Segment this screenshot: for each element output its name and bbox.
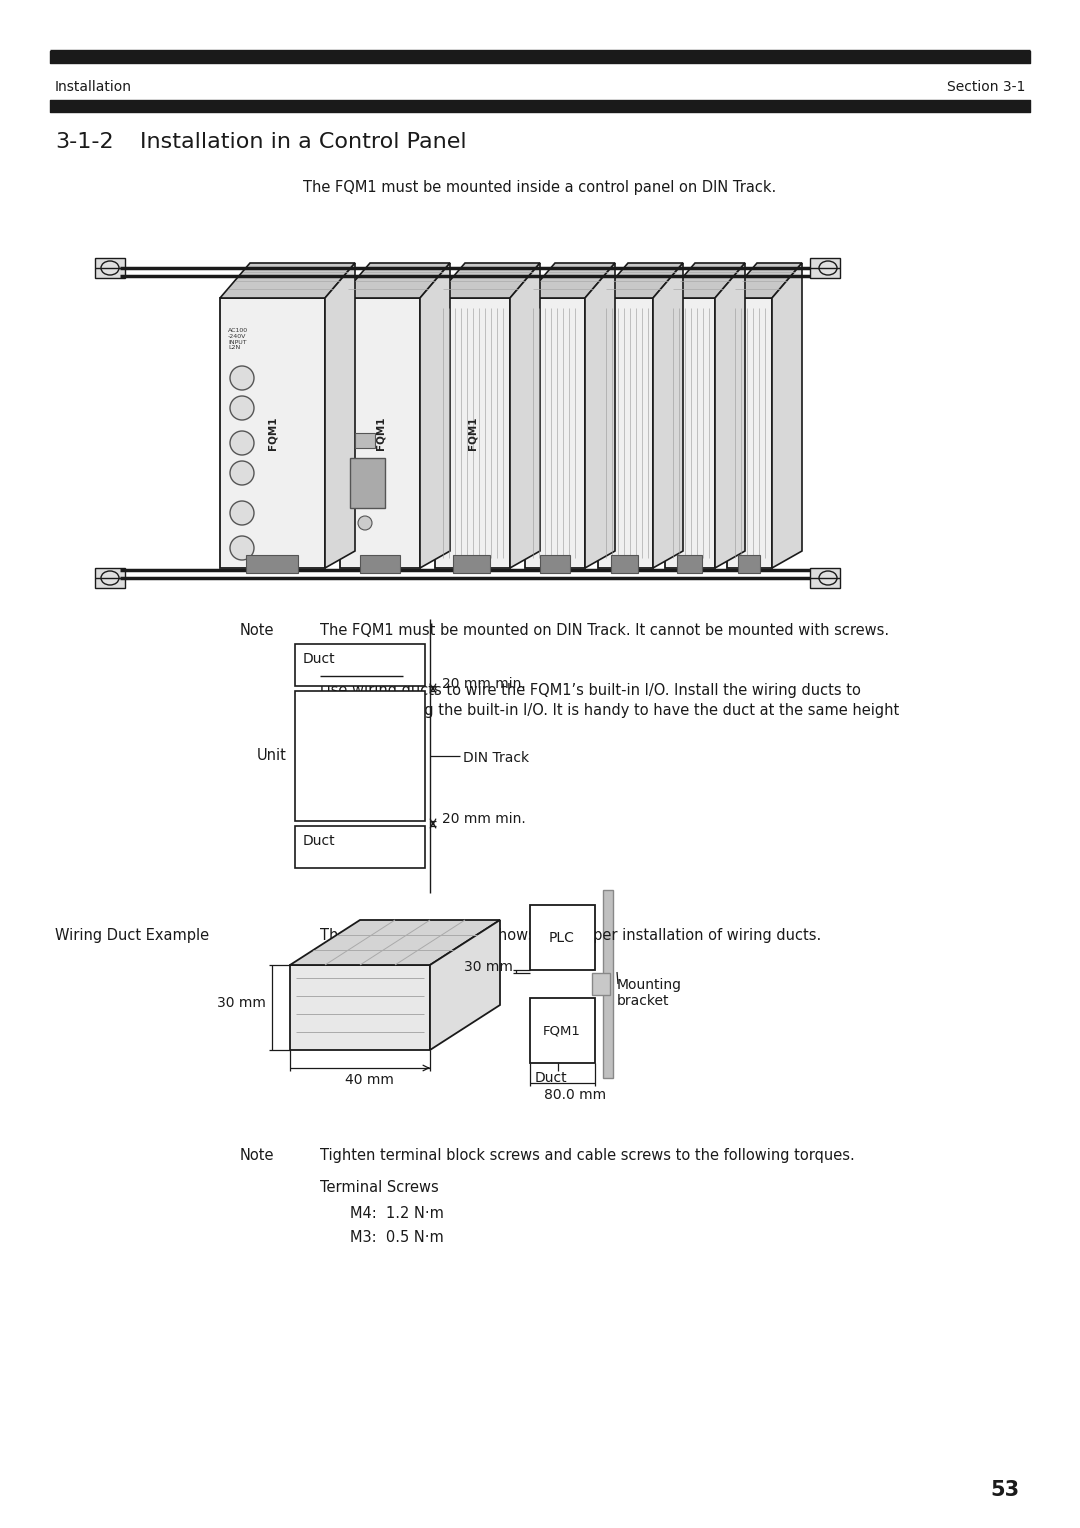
Bar: [340, 298, 420, 568]
Text: FQM1: FQM1: [543, 1024, 581, 1038]
Text: FQM1: FQM1: [375, 416, 384, 449]
Text: M4:  1.2 N·m: M4: 1.2 N·m: [350, 1206, 444, 1221]
Text: The following example shows the proper installation of wiring ducts.: The following example shows the proper i…: [320, 927, 821, 943]
Bar: [350, 458, 384, 507]
Bar: [95, 568, 125, 588]
Text: 53: 53: [990, 1481, 1020, 1500]
Ellipse shape: [102, 571, 119, 585]
Bar: [95, 258, 125, 278]
Text: 20 mm min.: 20 mm min.: [442, 677, 526, 691]
Circle shape: [230, 367, 254, 390]
Polygon shape: [420, 263, 450, 568]
Bar: [435, 298, 510, 568]
Text: 20 mm min.: 20 mm min.: [442, 811, 526, 827]
Bar: [727, 298, 772, 568]
Text: Mounting
bracket: Mounting bracket: [617, 978, 681, 1008]
Bar: [291, 966, 430, 1050]
Text: Duct: Duct: [535, 1071, 568, 1085]
Text: Duct: Duct: [303, 834, 336, 848]
Bar: [360, 555, 400, 573]
Bar: [246, 555, 298, 573]
Text: Section 3-1: Section 3-1: [947, 79, 1025, 95]
Ellipse shape: [819, 571, 837, 585]
Bar: [295, 691, 426, 821]
Text: The FQM1 must be mounted inside a control panel on DIN Track.: The FQM1 must be mounted inside a contro…: [303, 180, 777, 196]
Polygon shape: [585, 263, 615, 568]
Bar: [603, 889, 613, 1077]
Bar: [530, 905, 595, 970]
Bar: [295, 827, 426, 868]
Text: Installation: Installation: [55, 79, 132, 95]
Text: The FQM1 must be mounted on DIN Track. It cannot be mounted with screws.: The FQM1 must be mounted on DIN Track. I…: [320, 623, 889, 639]
Text: Wiring Ducts: Wiring Ducts: [320, 662, 414, 675]
Polygon shape: [525, 263, 615, 298]
Circle shape: [230, 536, 254, 559]
Polygon shape: [430, 920, 500, 1050]
Text: 3-1-2: 3-1-2: [55, 131, 113, 151]
Bar: [355, 432, 375, 448]
Circle shape: [230, 431, 254, 455]
Bar: [598, 298, 653, 568]
Polygon shape: [291, 920, 500, 966]
Bar: [453, 555, 490, 573]
Polygon shape: [598, 263, 683, 298]
Circle shape: [230, 501, 254, 526]
Text: Wiring Duct Example: Wiring Duct Example: [55, 927, 210, 943]
Text: Note: Note: [240, 1148, 274, 1163]
Text: Note: Note: [240, 623, 274, 639]
Bar: [810, 258, 840, 278]
Polygon shape: [715, 263, 745, 568]
Bar: [738, 555, 760, 573]
Text: Duct: Duct: [303, 652, 336, 666]
Text: 80.0 mm: 80.0 mm: [544, 1088, 606, 1102]
Text: 30 mm: 30 mm: [217, 996, 266, 1010]
Text: 40 mm: 40 mm: [345, 1073, 394, 1086]
Text: 30 mm: 30 mm: [464, 960, 513, 973]
Text: as the FQM1.: as the FQM1.: [320, 723, 417, 738]
Polygon shape: [772, 263, 802, 568]
Polygon shape: [340, 263, 450, 298]
Bar: [295, 643, 426, 686]
Polygon shape: [665, 263, 745, 298]
Text: Installation in a Control Panel: Installation in a Control Panel: [140, 131, 467, 151]
Text: facilitate wiring the built-in I/O. It is handy to have the duct at the same hei: facilitate wiring the built-in I/O. It i…: [320, 703, 900, 718]
Text: Tighten terminal block screws and cable screws to the following torques.: Tighten terminal block screws and cable …: [320, 1148, 854, 1163]
Bar: [677, 555, 702, 573]
Ellipse shape: [102, 261, 119, 275]
Text: Use wiring ducts to wire the FQM1’s built-in I/O. Install the wiring ducts to: Use wiring ducts to wire the FQM1’s buil…: [320, 683, 861, 698]
Bar: [665, 298, 715, 568]
Ellipse shape: [819, 261, 837, 275]
Text: FQM1: FQM1: [267, 416, 276, 449]
Text: DIN Track: DIN Track: [463, 750, 529, 766]
Bar: [540, 555, 570, 573]
Text: AC100
-240V
INPUT
L2N: AC100 -240V INPUT L2N: [228, 329, 248, 350]
Bar: [525, 298, 585, 568]
Bar: [611, 555, 638, 573]
Circle shape: [230, 461, 254, 484]
Bar: [530, 998, 595, 1063]
Text: FQM1: FQM1: [467, 416, 477, 449]
Polygon shape: [325, 263, 355, 568]
Text: Unit: Unit: [257, 749, 287, 764]
Text: M3:  0.5 N·m: M3: 0.5 N·m: [350, 1230, 444, 1245]
Polygon shape: [653, 263, 683, 568]
Bar: [810, 568, 840, 588]
Polygon shape: [220, 263, 355, 298]
Bar: [220, 298, 325, 568]
Polygon shape: [727, 263, 802, 298]
Polygon shape: [435, 263, 540, 298]
Bar: [592, 973, 610, 995]
Polygon shape: [510, 263, 540, 568]
Text: Terminal Screws: Terminal Screws: [320, 1180, 438, 1195]
Circle shape: [230, 396, 254, 420]
Text: PLC: PLC: [549, 931, 575, 944]
Circle shape: [357, 516, 372, 530]
